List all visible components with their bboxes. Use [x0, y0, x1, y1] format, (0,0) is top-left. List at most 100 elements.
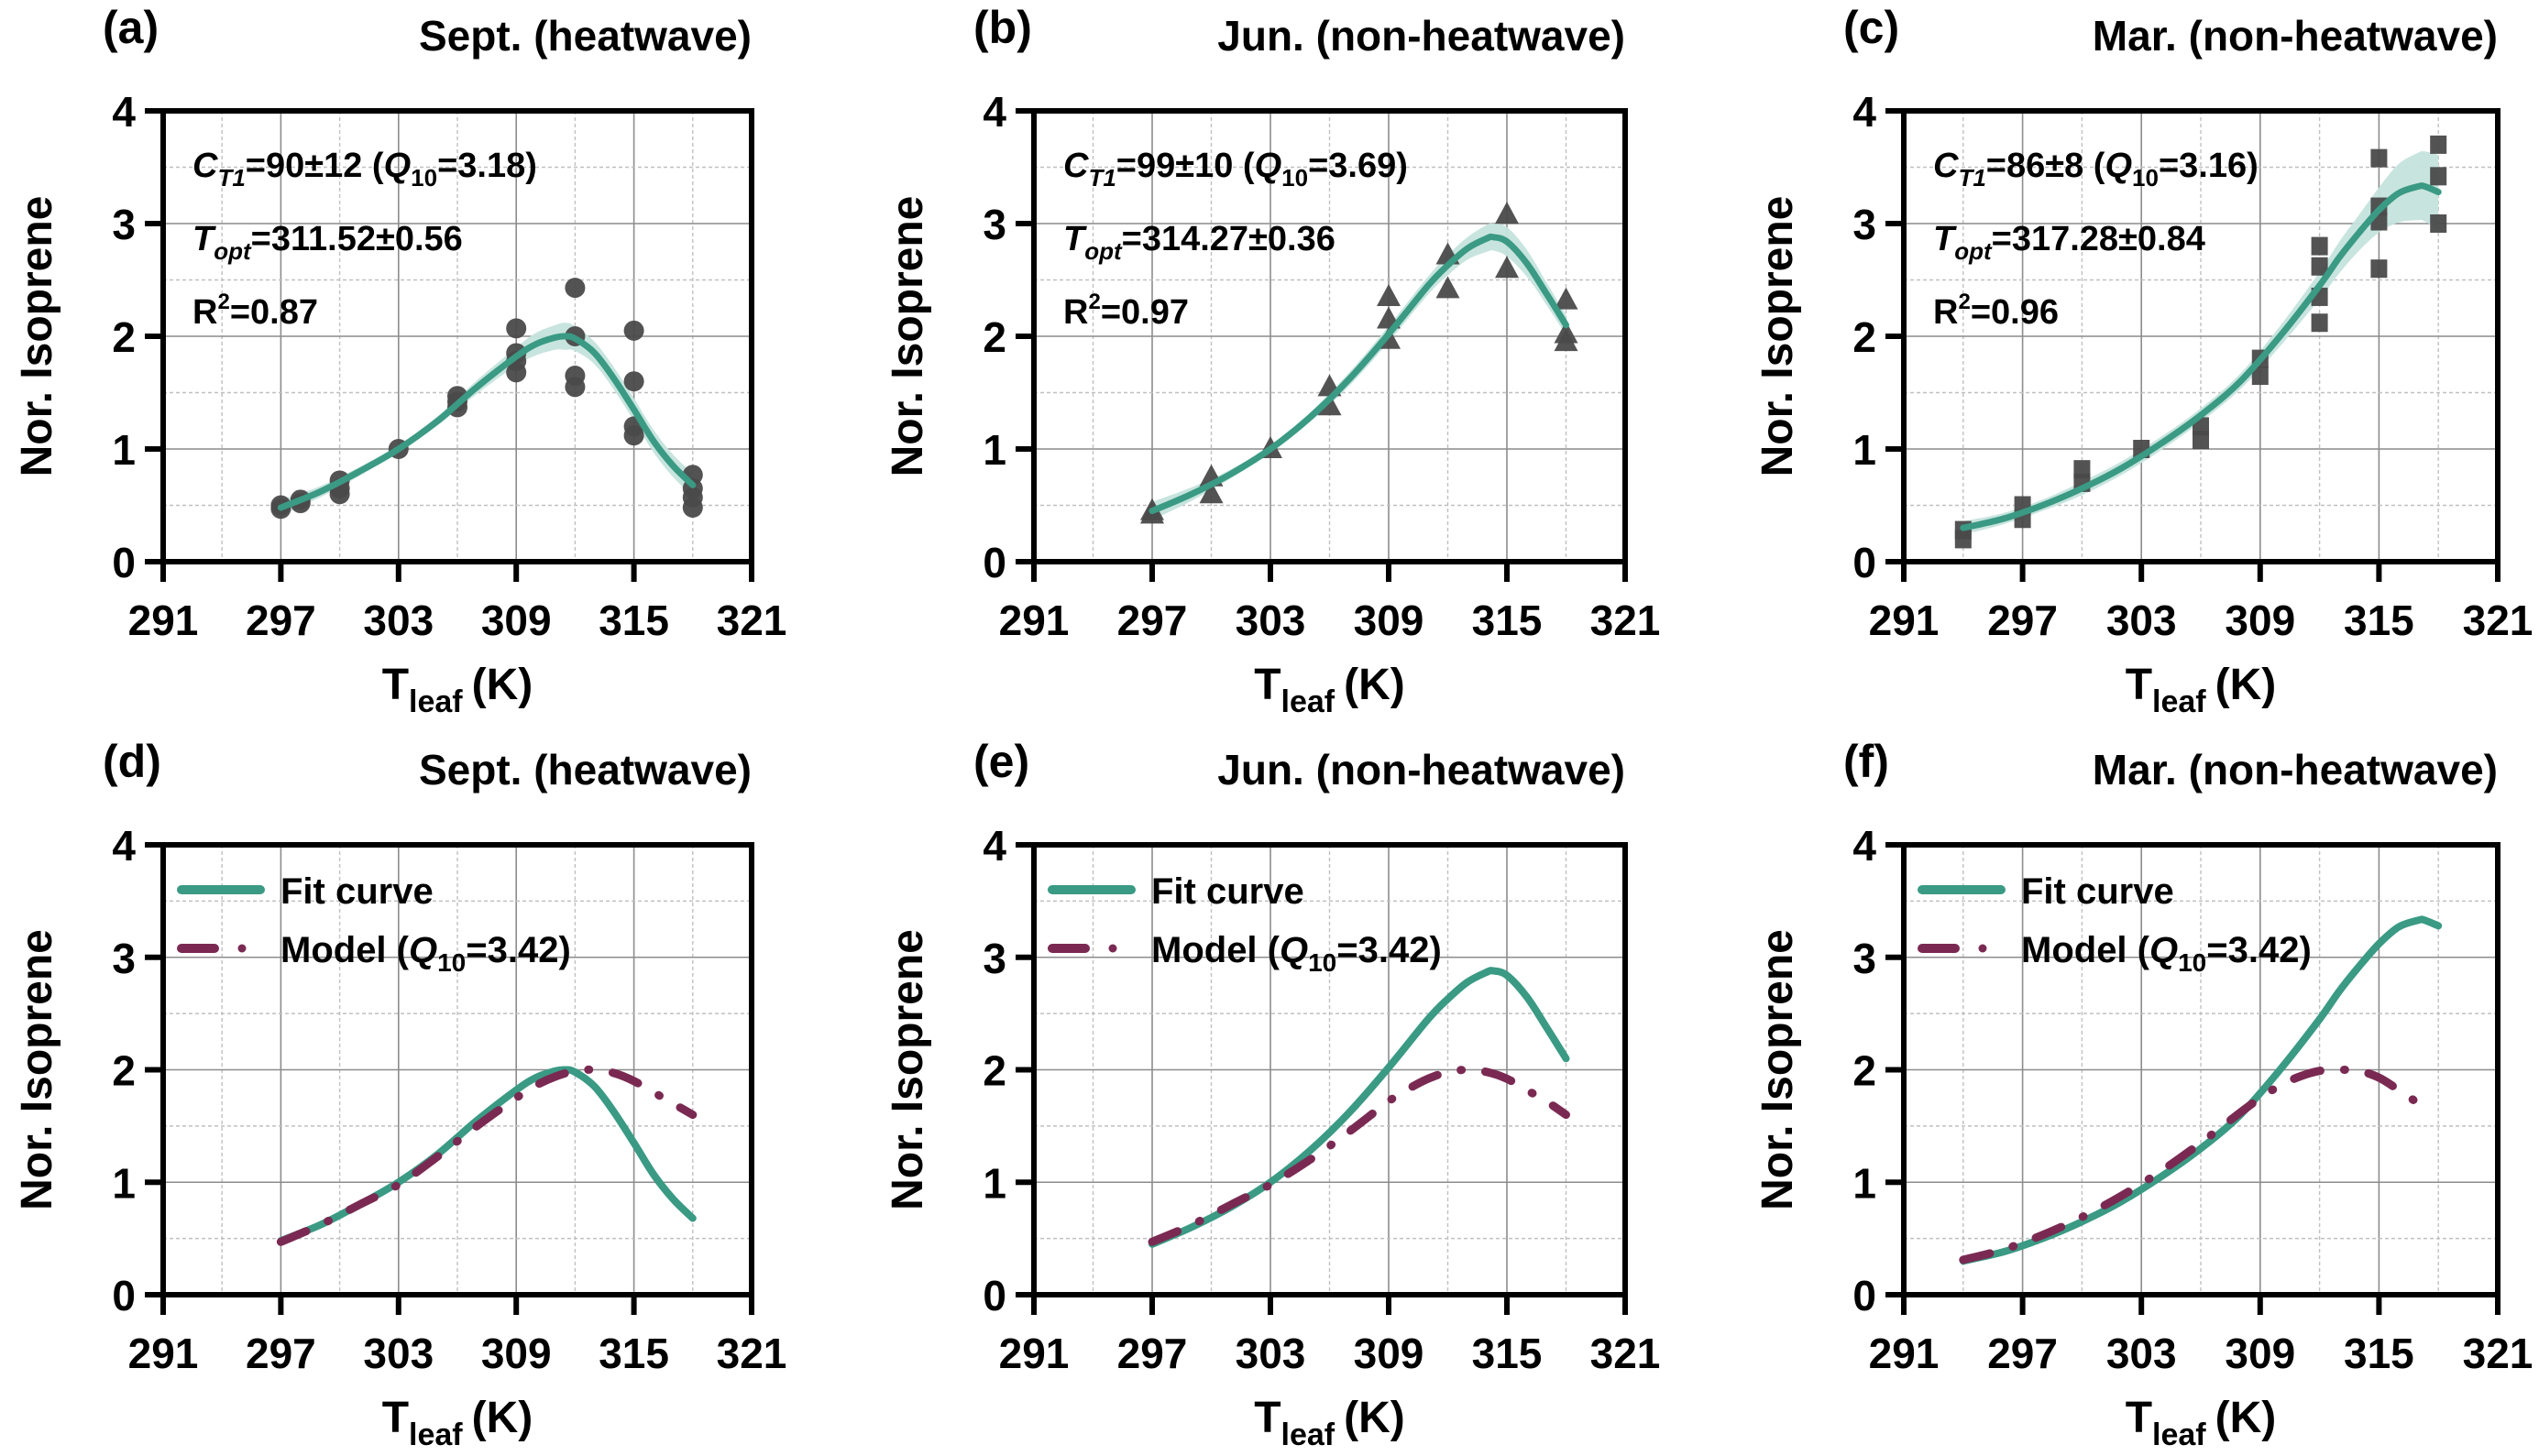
panel-title: Mar. (non-heatwave) [2093, 746, 2498, 794]
y-tick-label: 0 [112, 539, 136, 586]
x-tick-label: 303 [2106, 1330, 2177, 1377]
legend-model-label: Model (Q10=3.42) [2021, 930, 2312, 977]
y-tick-label: 3 [1852, 935, 1876, 982]
grid [1034, 845, 1625, 1295]
panel-label: (d) [103, 736, 161, 787]
grid [163, 845, 752, 1295]
x-tick-label: 321 [1590, 1330, 1661, 1377]
y-axis-title: Nor. Isoprene [1753, 196, 1802, 477]
x-tick-label: 303 [2106, 597, 2177, 644]
y-tick-label: 1 [1852, 426, 1876, 474]
data-point [682, 497, 703, 518]
grid [1904, 845, 2498, 1295]
grid [1904, 111, 2498, 562]
y-tick-label: 0 [1852, 539, 1876, 586]
x-tick-label: 321 [2463, 597, 2534, 644]
y-tick-label: 0 [983, 539, 1006, 586]
y-tick-label: 2 [112, 1047, 136, 1095]
x-tick-label: 297 [1987, 597, 2058, 644]
x-tick-label: 297 [246, 597, 316, 644]
y-tick-label: 4 [112, 88, 136, 136]
x-tick-label: 297 [246, 1330, 316, 1377]
model-curve [276, 1065, 698, 1246]
y-axis-title: Nor. Isoprene [13, 929, 61, 1210]
x-axis-title: Tleaf (K) [382, 1394, 533, 1452]
r2-annotation: R2=0.96 [1933, 290, 2059, 332]
x-tick-label: 315 [2344, 597, 2414, 644]
ct1-annotation: CT1=86±8 (Q10=3.16) [1933, 147, 2259, 192]
y-axis-title: Nor. Isoprene [884, 929, 932, 1210]
data-point [2311, 257, 2328, 276]
x-tick-label: 321 [1590, 597, 1661, 644]
x-tick-label: 309 [481, 1330, 552, 1377]
y-tick-label: 2 [1852, 313, 1876, 361]
data-point [1954, 530, 1972, 549]
x-tick-label: 291 [1869, 1330, 1940, 1377]
x-tick-label: 303 [1236, 1330, 1306, 1377]
model-curve [1148, 1065, 1570, 1246]
data-point [1554, 329, 1578, 352]
y-tick-label: 3 [112, 935, 136, 982]
y-tick-label: 1 [983, 1159, 1006, 1207]
legend-fit-label: Fit curve [2021, 871, 2174, 912]
x-axis-title: Tleaf (K) [2126, 1394, 2277, 1452]
ct1-annotation: CT1=99±10 (Q10=3.69) [1063, 147, 1408, 192]
x-tick-label: 297 [1987, 1330, 2058, 1377]
panel-label: (c) [1843, 2, 1899, 53]
y-tick-label: 0 [112, 1272, 136, 1319]
model-curve [1959, 1065, 2424, 1264]
data-point [565, 278, 586, 299]
panel-title: Jun. (non-heatwave) [1217, 746, 1625, 794]
panel-label: (b) [973, 2, 1032, 53]
panel-f: (f) Mar. (non-heatwave) Fit curve Model (Q1… [1753, 736, 2533, 1452]
legend-model-swatch-dot [237, 944, 247, 953]
fit-curve [1149, 233, 1569, 515]
x-tick-label: 315 [1472, 597, 1543, 644]
panel-title: Jun. (non-heatwave) [1217, 12, 1625, 60]
r2-annotation: R2=0.97 [1063, 290, 1189, 332]
x-tick-label: 315 [599, 1330, 669, 1377]
axes-frame: 0 1 2 3 4 291 297 303 309 315 321 [1852, 822, 2533, 1377]
axes-frame: 0 1 2 3 4 291 297 303 309 315 321 [112, 822, 786, 1377]
panel-title: Sept. (heatwave) [419, 746, 752, 794]
y-tick-label: 4 [983, 88, 1006, 136]
axes-frame: 0 1 2 3 4 291 297 303 309 315 321 [112, 88, 786, 644]
fit-curve [1959, 915, 2443, 1265]
y-tick-label: 3 [112, 201, 136, 248]
confidence-band [1962, 150, 2439, 535]
data-point [506, 318, 527, 339]
y-tick-label: 1 [112, 1159, 136, 1207]
data-point [2311, 313, 2328, 333]
y-axis-title: Nor. Isoprene [13, 196, 61, 477]
fit-curve [277, 333, 697, 511]
data-point [1554, 287, 1578, 310]
y-tick-label: 1 [112, 426, 136, 474]
y-tick-label: 4 [112, 822, 136, 870]
x-tick-label: 291 [128, 597, 199, 644]
x-axis-title: Tleaf (K) [382, 661, 533, 719]
x-tick-label: 291 [999, 1330, 1070, 1377]
y-tick-label: 3 [983, 935, 1006, 982]
panel-e: (e) Jun. (non-heatwave) Fit curve Model (Q1… [884, 736, 1660, 1452]
data-point [1435, 276, 1460, 299]
fit-curve [1149, 967, 1570, 1248]
legend: Fit curve Model (Q10=3.42) [1048, 871, 1442, 977]
data-point [1495, 202, 1519, 224]
data-point [2430, 214, 2447, 233]
x-tick-label: 303 [1236, 597, 1306, 644]
data-point [623, 320, 644, 341]
topt-annotation: Topt=311.52±0.56 [192, 220, 463, 265]
x-tick-label: 303 [363, 597, 434, 644]
x-axis-title: Tleaf (K) [1254, 661, 1405, 719]
data-point [1317, 393, 1342, 416]
panel-title: Sept. (heatwave) [419, 12, 752, 60]
topt-annotation: Topt=314.27±0.36 [1063, 220, 1335, 265]
x-tick-label: 303 [363, 1330, 434, 1377]
confidence-band [280, 323, 693, 516]
legend-model-label: Model (Q10=3.42) [280, 930, 571, 977]
axes-frame: 0 1 2 3 4 291 297 303 309 315 321 [983, 88, 1660, 644]
y-tick-label: 2 [1852, 1047, 1876, 1095]
x-tick-label: 309 [1354, 1330, 1424, 1377]
data-point [623, 371, 644, 392]
y-tick-label: 3 [983, 201, 1006, 248]
